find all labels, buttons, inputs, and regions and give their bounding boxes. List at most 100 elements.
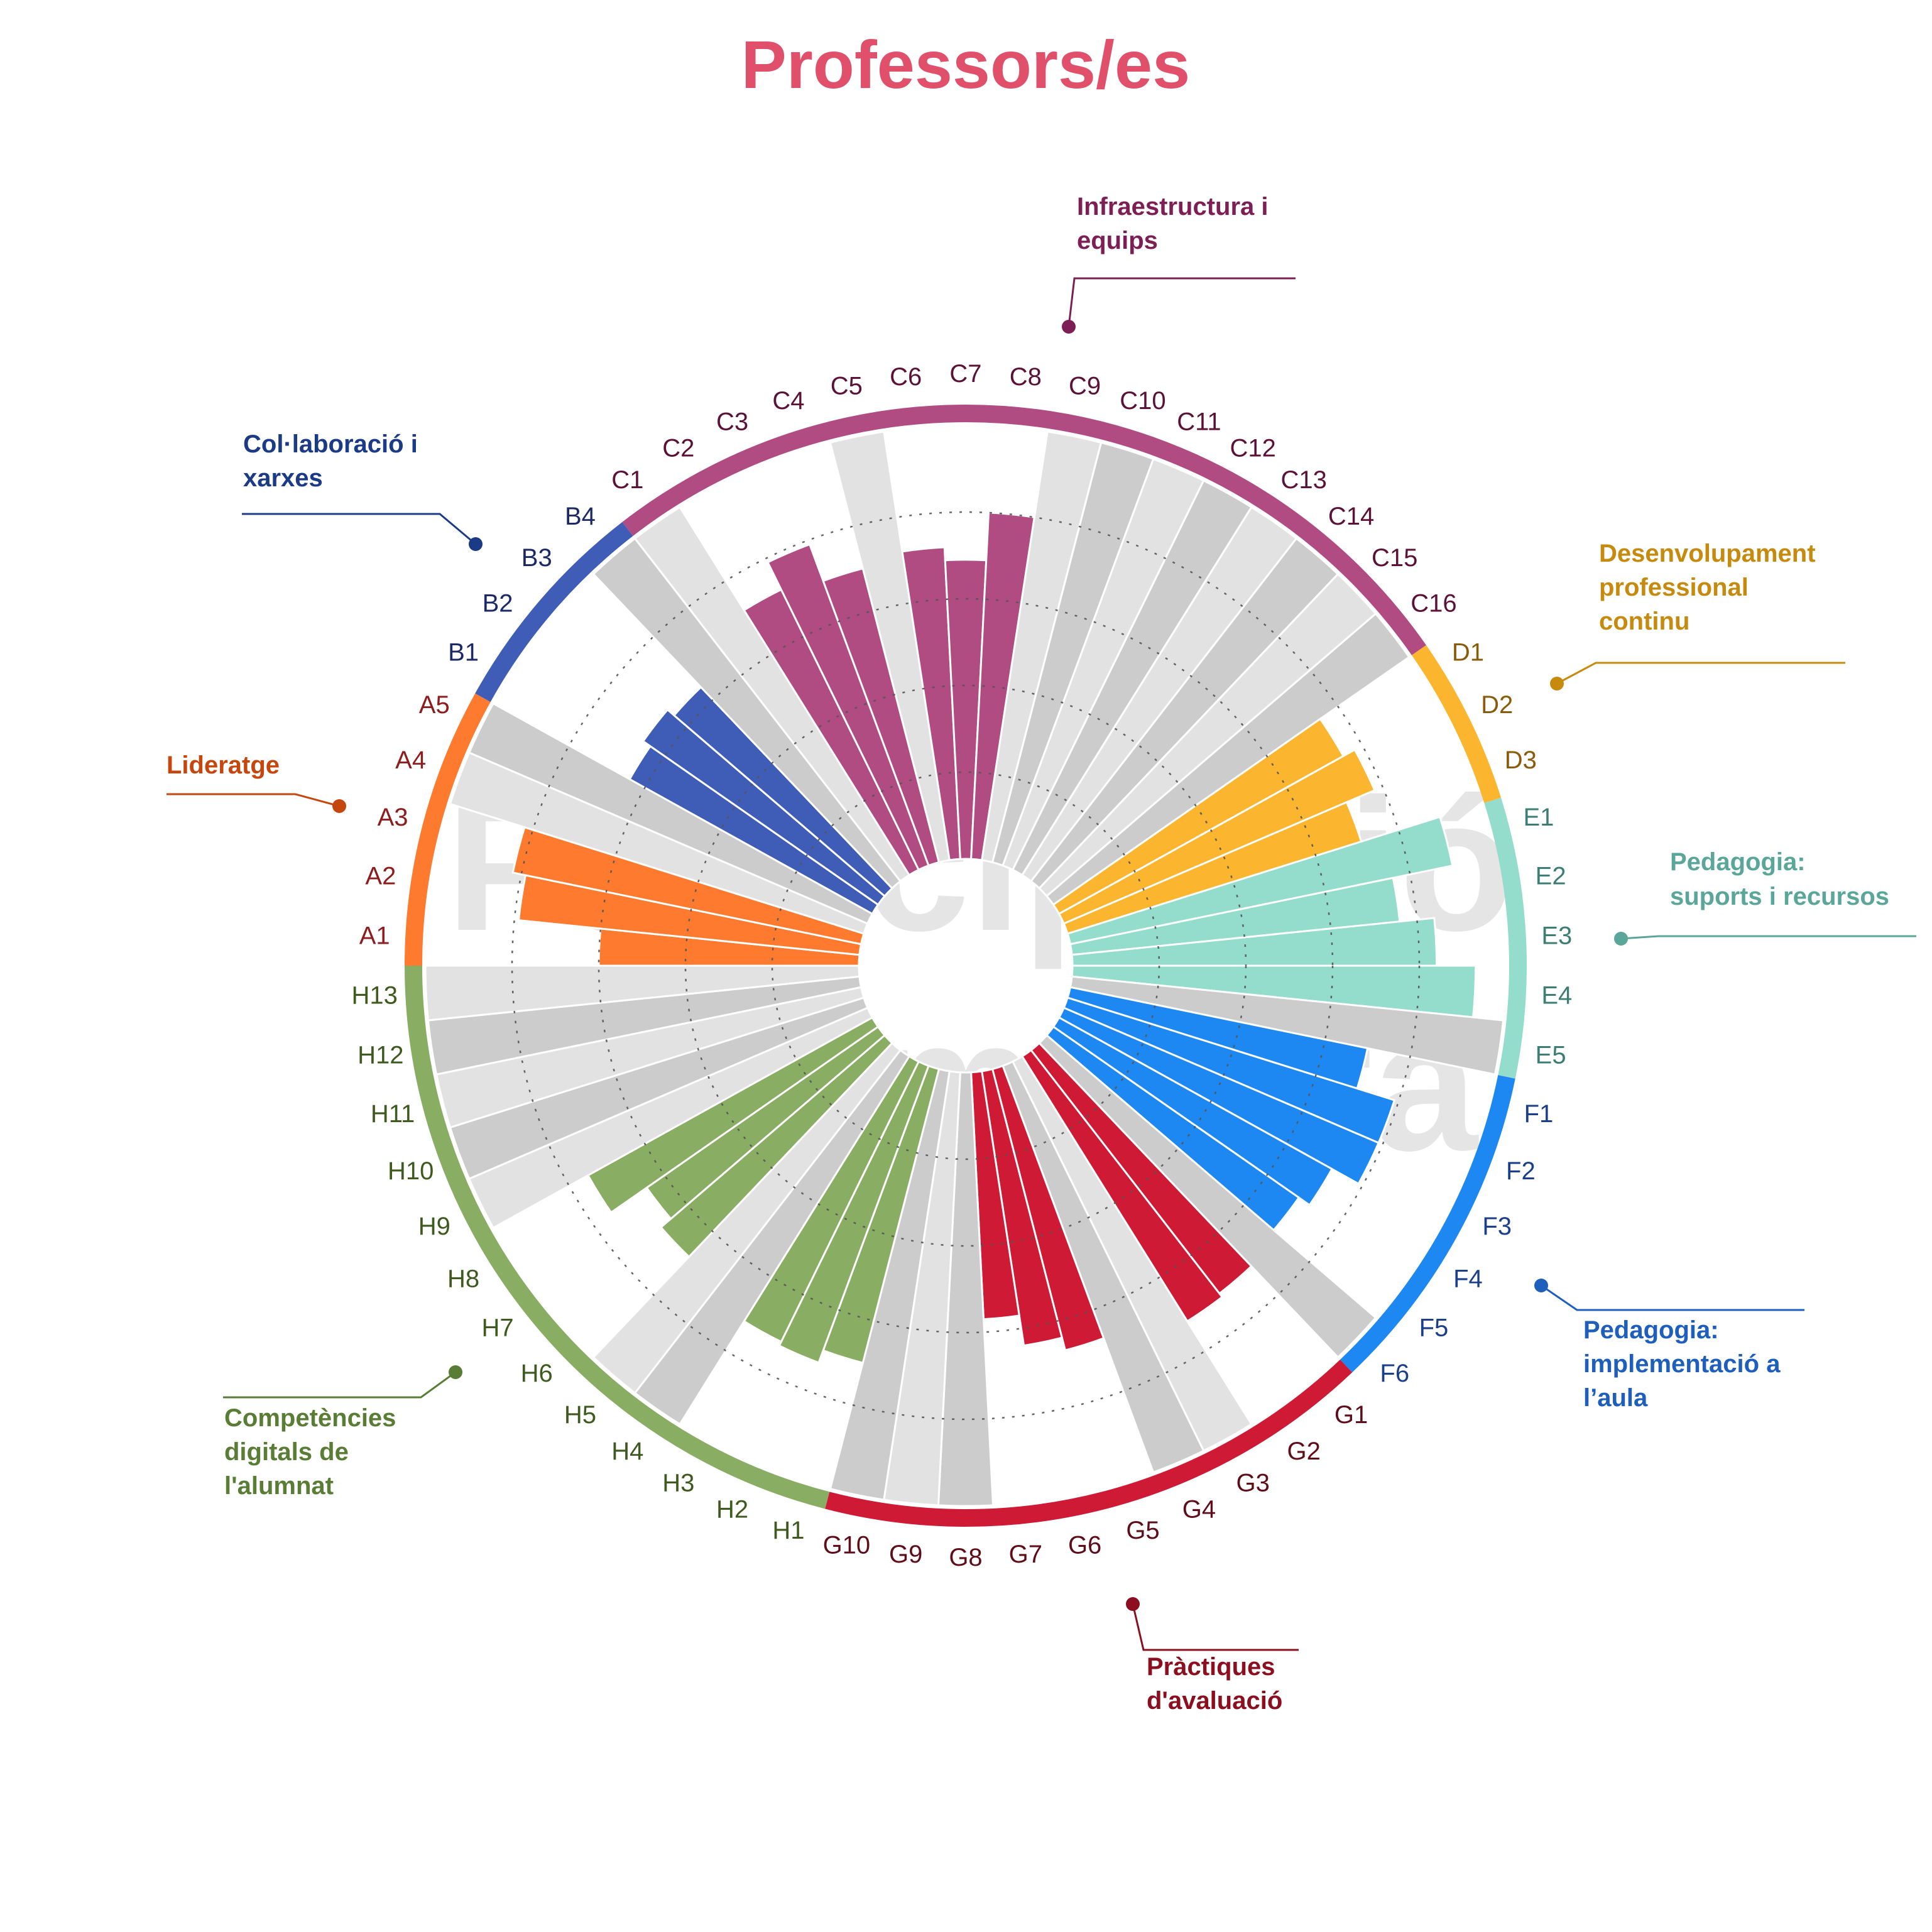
category-name: Pràctiques d'avaluació (1147, 1653, 1282, 1715)
tick-label-h3: H3 (662, 1470, 694, 1497)
category-name-line: digitals de (224, 1438, 349, 1466)
category-name-line: l'alumnat (224, 1472, 334, 1500)
tick-label-h7: H7 (482, 1314, 514, 1342)
tick-label-f2: F2 (1506, 1157, 1536, 1185)
category-name-line: implementació a (1583, 1350, 1781, 1378)
tick-label-c14: C14 (1328, 503, 1374, 530)
tick-label-c8: C8 (1010, 363, 1042, 391)
bar-e1 (1066, 816, 1454, 946)
bar-a5 (467, 702, 874, 925)
category-name-line: continu (1599, 608, 1689, 635)
tick-label-a2: A2 (365, 862, 396, 890)
tick-label-c13: C13 (1280, 466, 1326, 494)
tick-label-d1: D1 (1452, 639, 1484, 667)
leader-line (1541, 1284, 1804, 1311)
grid-ring-60 (598, 598, 1334, 1334)
grid-ring-80 (511, 511, 1421, 1421)
category-arc-d (1411, 645, 1502, 804)
bar-c1 (633, 506, 911, 883)
category-arc-g (825, 1359, 1353, 1527)
tick-label-f6: F6 (1380, 1360, 1409, 1387)
tick-label-c11: C11 (1177, 408, 1221, 435)
tick-label-g8: G8 (949, 1544, 982, 1571)
category-arc-e (1484, 797, 1527, 1079)
tick-label-e5: E5 (1536, 1042, 1566, 1069)
bar-g5 (991, 1064, 1105, 1351)
tick-label-e1: E1 (1523, 804, 1554, 831)
tick-label-h12: H12 (357, 1042, 403, 1069)
bar-b2 (641, 708, 887, 906)
tick-label-f3: F3 (1482, 1213, 1512, 1240)
bar-c16 (1045, 612, 1411, 906)
category-arc-c (622, 405, 1426, 655)
tick-label-g9: G9 (889, 1541, 922, 1568)
bar-g4 (1001, 1060, 1205, 1474)
bar-d2 (1057, 748, 1376, 925)
leader-dot (1126, 1597, 1140, 1611)
tick-label-e2: E2 (1536, 862, 1566, 890)
category-name-line: Pedagogia: (1583, 1316, 1719, 1344)
category-name-line: Infraestructura i (1077, 193, 1269, 221)
leader-line (242, 513, 476, 545)
tick-label-c16: C16 (1411, 589, 1456, 617)
category-arc-a (405, 693, 491, 966)
tick-label-h5: H5 (564, 1401, 596, 1429)
category-name-line: Desenvolupament (1599, 540, 1816, 567)
bar-h6 (659, 1034, 894, 1258)
leader-dot (1550, 677, 1564, 690)
tick-label-b2: B2 (483, 589, 513, 617)
tick-label-h2: H2 (716, 1496, 748, 1524)
bar-g6 (981, 1067, 1064, 1347)
leader-dot (449, 1365, 462, 1379)
leader-dot (469, 537, 483, 551)
category-label-a: Lideratge (166, 751, 346, 813)
tick-label-b4: B4 (565, 503, 596, 530)
bar-f3 (1057, 1007, 1380, 1186)
grid-ring-20 (771, 771, 1160, 1160)
tick-label-g10: G10 (823, 1532, 871, 1559)
tick-label-e3: E3 (1541, 922, 1572, 949)
category-name: Pedagogia: suports i recursos (1670, 848, 1889, 910)
leader-line (1556, 662, 1845, 685)
tick-label-c4: C4 (772, 387, 804, 415)
tick-label-c3: C3 (716, 408, 748, 435)
category-name-line: Pràctiques (1147, 1653, 1275, 1681)
tick-label-g1: G1 (1334, 1401, 1368, 1429)
tick-label-g6: G6 (1068, 1532, 1101, 1559)
tick-label-h13: H13 (352, 982, 398, 1010)
tick-label-g3: G3 (1236, 1470, 1269, 1497)
category-name-line: Lideratge (166, 751, 280, 779)
tick-label-h6: H6 (521, 1360, 553, 1387)
category-label-h: Competències digitals de l'alumnat (223, 1365, 462, 1500)
category-name: Col·laboració i xarxes (243, 430, 418, 492)
tick-label-c9: C9 (1069, 372, 1101, 400)
tick-label-c1: C1 (611, 466, 643, 494)
tick-label-d3: D3 (1505, 746, 1537, 774)
bar-c6 (901, 546, 961, 861)
tick-label-g2: G2 (1287, 1438, 1320, 1465)
tick-label-g7: G7 (1009, 1541, 1042, 1568)
tick-label-h8: H8 (447, 1265, 479, 1292)
tick-label-h10: H10 (388, 1157, 434, 1185)
tick-label-c5: C5 (831, 372, 863, 400)
leader-line (1620, 935, 1916, 940)
leader-dot (332, 799, 346, 813)
leader-line (166, 793, 340, 807)
grid-rings (511, 511, 1421, 1421)
tick-label-f4: F4 (1453, 1265, 1483, 1292)
category-name-line: equips (1077, 227, 1158, 254)
leader-line (1132, 1603, 1299, 1651)
category-name: Lideratge (166, 751, 280, 779)
leader-dot (1614, 932, 1628, 946)
category-label-e: Pedagogia: suports i recursos (1614, 848, 1916, 946)
category-name: Competències digitals de l'alumnat (224, 1404, 396, 1500)
tick-label-b3: B3 (521, 544, 552, 572)
tick-label-h9: H9 (418, 1213, 450, 1240)
category-labels: Lideratge Col·laboració i xarxes Infraestru… (166, 193, 1916, 1715)
tick-label-c7: C7 (949, 360, 981, 388)
bar-e5 (1069, 975, 1505, 1076)
tick-label-c12: C12 (1230, 434, 1275, 462)
category-arc-h (405, 965, 830, 1509)
